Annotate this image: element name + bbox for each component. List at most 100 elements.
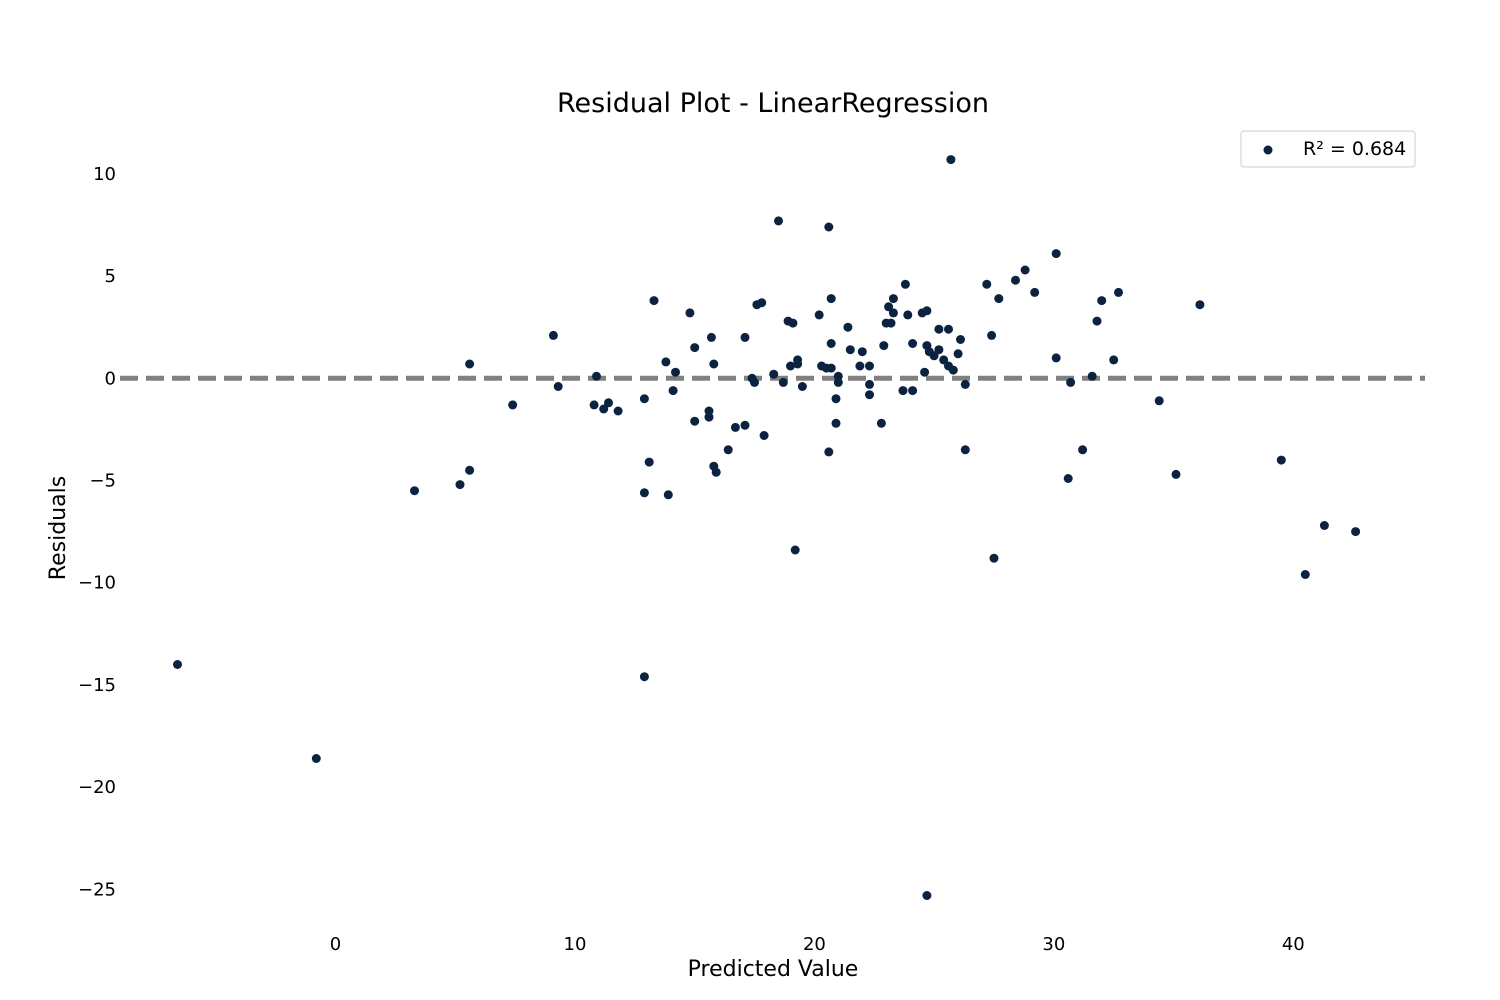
y-axis-label: Residuals bbox=[46, 476, 71, 580]
data-point bbox=[908, 339, 918, 348]
data-point bbox=[1351, 527, 1361, 537]
data-point bbox=[769, 369, 779, 379]
data-point bbox=[826, 339, 836, 348]
data-point bbox=[857, 347, 867, 357]
data-point bbox=[1030, 287, 1040, 297]
data-point bbox=[833, 371, 843, 381]
data-point bbox=[824, 447, 834, 457]
data-point bbox=[888, 308, 898, 318]
data-point bbox=[704, 412, 714, 422]
y-tick-label: −5 bbox=[89, 471, 116, 492]
x-tick-label: 10 bbox=[564, 934, 587, 955]
data-point bbox=[865, 390, 874, 400]
x-tick-label: 0 bbox=[330, 934, 341, 955]
data-point bbox=[922, 891, 932, 900]
data-point bbox=[824, 222, 834, 232]
data-point bbox=[730, 422, 740, 432]
data-point bbox=[944, 324, 953, 334]
data-point bbox=[465, 465, 475, 475]
data-point bbox=[826, 294, 836, 304]
data-point bbox=[1092, 316, 1102, 326]
data-point bbox=[592, 371, 601, 381]
data-point bbox=[948, 365, 958, 375]
data-point bbox=[311, 754, 321, 763]
data-point bbox=[982, 279, 992, 289]
data-point bbox=[953, 349, 963, 359]
data-point bbox=[173, 660, 182, 669]
data-point bbox=[826, 363, 836, 373]
data-point bbox=[740, 332, 750, 342]
data-point bbox=[1087, 371, 1097, 381]
data-point bbox=[465, 359, 475, 369]
data-point bbox=[876, 418, 886, 428]
y-tick-label: −25 bbox=[78, 879, 116, 900]
data-point bbox=[671, 367, 680, 377]
data-point bbox=[639, 488, 649, 498]
data-point bbox=[929, 351, 939, 361]
data-point bbox=[1154, 396, 1164, 406]
data-point bbox=[956, 335, 965, 344]
x-tick-label: 40 bbox=[1282, 934, 1305, 955]
data-point bbox=[865, 361, 874, 371]
data-point bbox=[508, 400, 518, 410]
legend-entry-label: R² = 0.684 bbox=[1303, 138, 1406, 160]
data-point bbox=[740, 420, 750, 430]
x-axis-label: Predicted Value bbox=[688, 957, 859, 982]
x-axis-ticks: 0 10 20 30 40 bbox=[330, 934, 1305, 955]
data-point bbox=[1051, 249, 1061, 259]
data-point bbox=[1066, 377, 1076, 387]
data-point bbox=[920, 367, 930, 377]
data-point bbox=[934, 324, 944, 334]
data-point bbox=[410, 486, 419, 496]
data-point bbox=[661, 357, 671, 367]
data-point bbox=[1078, 445, 1088, 455]
data-points-group bbox=[173, 155, 1361, 900]
x-tick-label: 30 bbox=[1042, 934, 1065, 955]
data-point bbox=[898, 386, 908, 396]
data-point bbox=[879, 341, 889, 351]
data-point bbox=[644, 457, 654, 467]
data-point bbox=[960, 379, 970, 389]
data-point bbox=[946, 155, 956, 165]
data-point bbox=[1051, 353, 1061, 363]
data-point bbox=[903, 310, 913, 320]
data-point bbox=[663, 490, 673, 500]
data-point bbox=[845, 345, 855, 355]
data-point bbox=[750, 377, 759, 387]
data-point bbox=[649, 296, 659, 306]
data-point bbox=[908, 386, 918, 396]
data-point bbox=[831, 394, 841, 404]
data-point bbox=[865, 379, 874, 389]
data-point bbox=[888, 294, 898, 304]
y-axis-ticks: 10 5 0 −5 −10 −15 −20 −25 bbox=[78, 164, 116, 900]
data-point bbox=[831, 418, 841, 428]
data-point bbox=[1114, 287, 1123, 297]
data-point bbox=[1109, 355, 1119, 365]
data-point bbox=[690, 416, 700, 426]
data-point bbox=[934, 345, 944, 355]
y-tick-label: 0 bbox=[105, 368, 116, 389]
data-point bbox=[723, 445, 733, 455]
data-point bbox=[1195, 300, 1205, 310]
y-tick-label: 10 bbox=[93, 164, 116, 185]
x-tick-label: 20 bbox=[803, 934, 826, 955]
data-point bbox=[774, 216, 783, 226]
data-point bbox=[709, 359, 719, 369]
data-point bbox=[900, 279, 910, 289]
data-point bbox=[922, 306, 932, 316]
data-point bbox=[1020, 265, 1030, 275]
y-tick-label: 5 bbox=[105, 266, 116, 287]
chart-title: Residual Plot - LinearRegression bbox=[557, 88, 989, 119]
legend-box bbox=[1240, 130, 1416, 168]
data-point bbox=[884, 302, 894, 312]
data-point bbox=[706, 332, 716, 342]
data-point bbox=[548, 330, 558, 340]
data-point bbox=[668, 386, 678, 396]
data-point bbox=[1300, 570, 1310, 579]
data-point bbox=[639, 672, 649, 682]
data-point bbox=[599, 404, 609, 414]
data-point bbox=[1171, 469, 1181, 479]
y-tick-label: −10 bbox=[78, 573, 116, 594]
data-point bbox=[1319, 521, 1329, 530]
data-point bbox=[886, 318, 896, 328]
